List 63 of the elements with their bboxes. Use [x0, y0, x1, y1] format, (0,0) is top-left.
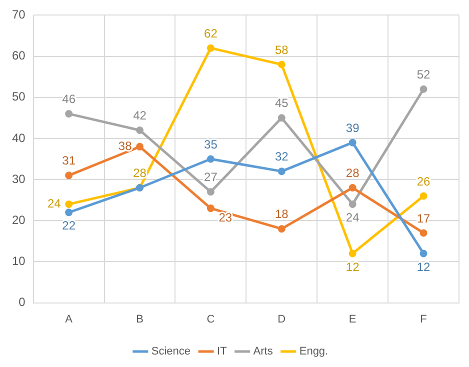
point: [136, 126, 144, 134]
y-tick-label: 60: [12, 48, 26, 63]
point: [348, 138, 356, 146]
data-label: 62: [204, 26, 218, 40]
point: [420, 250, 428, 258]
legend-label: Science: [151, 346, 191, 358]
x-tick-label: C: [206, 313, 215, 326]
point: [65, 208, 73, 216]
point: [65, 110, 73, 118]
data-label: 32: [274, 150, 289, 164]
y-tick-label: 40: [12, 130, 26, 145]
point: [420, 85, 428, 93]
data-label: 12: [416, 260, 431, 274]
legend-label: Engg.: [299, 346, 328, 358]
data-label: 24: [47, 196, 62, 211]
data-label: 35: [204, 137, 218, 152]
y-tick-label: 20: [12, 212, 26, 227]
data-label: 22: [62, 218, 76, 233]
x-tick-label: F: [420, 313, 428, 326]
point: [348, 250, 356, 258]
data-label: 17: [416, 211, 431, 226]
point: [206, 155, 214, 163]
point: [65, 172, 73, 180]
point: [136, 142, 144, 150]
x-tick-label: E: [348, 313, 356, 326]
point: [206, 188, 214, 196]
point: [206, 44, 214, 52]
legend-label: Arts: [253, 346, 274, 358]
data-label: 12: [346, 260, 360, 274]
legend-label: IT: [217, 346, 228, 358]
data-label: 42: [133, 108, 147, 123]
data-label: 24: [346, 210, 360, 225]
point: [206, 204, 214, 212]
y-tick-label: 0: [18, 295, 26, 310]
data-label: 28: [346, 166, 360, 180]
point: [420, 229, 428, 237]
data-label: 23: [218, 210, 232, 225]
data-label: 26: [416, 174, 431, 188]
point: [278, 168, 286, 176]
y-tick-label: 10: [12, 254, 26, 268]
x-tick-label: D: [278, 313, 286, 326]
data-label: 31: [62, 154, 76, 168]
point: [278, 114, 286, 122]
data-label: 38: [118, 138, 132, 153]
data-label: 58: [274, 42, 289, 57]
y-tick-label: 30: [12, 172, 26, 186]
data-label: 27: [204, 170, 218, 184]
data-label: 45: [274, 96, 289, 110]
data-label: 46: [62, 92, 76, 106]
point: [278, 60, 286, 68]
x-tick-label: B: [136, 313, 144, 326]
x-tick-label: A: [65, 313, 74, 326]
point: [420, 192, 428, 200]
data-label: 28: [133, 166, 147, 180]
point: [348, 184, 356, 192]
data-label: 39: [346, 120, 360, 135]
point: [348, 200, 356, 208]
y-tick-label: 50: [12, 90, 26, 104]
point: [278, 225, 286, 233]
data-label: 52: [416, 67, 431, 82]
data-label: 18: [274, 207, 289, 222]
point: [65, 200, 73, 208]
y-tick-label: 70: [12, 8, 26, 22]
